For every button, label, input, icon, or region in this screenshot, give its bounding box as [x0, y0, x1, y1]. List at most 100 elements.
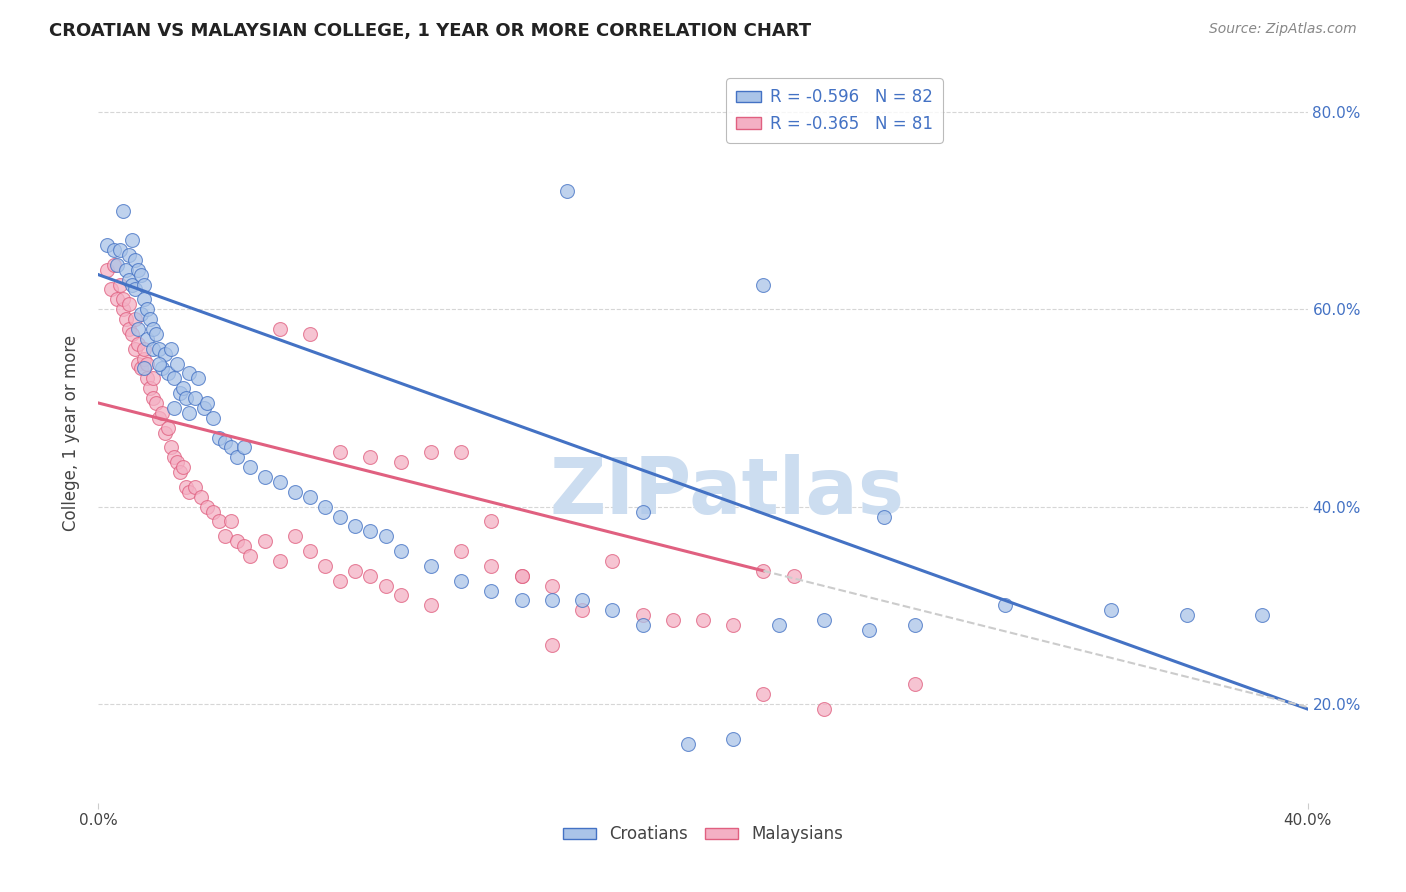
Point: [858, 623, 880, 637]
Point: [420, 445, 443, 459]
Point: [124, 252, 146, 267]
Point: [299, 544, 322, 558]
Point: [114, 312, 136, 326]
Point: [132, 361, 155, 376]
Point: [179, 406, 201, 420]
Point: [190, 490, 212, 504]
Point: [118, 272, 141, 286]
Point: [148, 410, 170, 425]
Point: [389, 455, 412, 469]
Point: [676, 737, 699, 751]
Point: [127, 322, 149, 336]
Point: [111, 293, 134, 307]
Point: [121, 277, 143, 292]
Point: [510, 568, 533, 582]
Point: [344, 564, 367, 578]
Point: [142, 322, 165, 336]
Point: [631, 608, 654, 623]
Point: [103, 258, 125, 272]
Point: [114, 262, 136, 277]
Point: [145, 326, 167, 341]
Point: [269, 554, 291, 568]
Point: [540, 638, 562, 652]
Point: [723, 618, 745, 632]
Point: [450, 445, 472, 459]
Point: [813, 613, 835, 627]
Point: [420, 599, 443, 613]
Point: [166, 357, 188, 371]
Point: [602, 603, 624, 617]
Point: [481, 515, 503, 529]
Point: [299, 326, 322, 341]
Point: [160, 441, 183, 455]
Point: [202, 410, 225, 425]
Point: [139, 312, 162, 326]
Point: [768, 618, 790, 632]
Point: [142, 342, 165, 356]
Point: [226, 534, 249, 549]
Point: [226, 450, 249, 465]
Point: [169, 386, 191, 401]
Point: [129, 268, 152, 282]
Point: [360, 450, 382, 465]
Point: [813, 702, 835, 716]
Point: [96, 262, 118, 277]
Point: [214, 435, 236, 450]
Point: [156, 420, 179, 434]
Point: [124, 312, 146, 326]
Point: [103, 243, 125, 257]
Point: [208, 515, 231, 529]
Point: [139, 381, 162, 395]
Point: [118, 322, 141, 336]
Point: [692, 613, 714, 627]
Point: [163, 401, 186, 415]
Point: [118, 248, 141, 262]
Point: [105, 258, 128, 272]
Point: [153, 425, 176, 440]
Point: [111, 302, 134, 317]
Point: [783, 568, 806, 582]
Point: [208, 431, 231, 445]
Point: [752, 277, 775, 292]
Point: [540, 593, 562, 607]
Point: [166, 455, 188, 469]
Point: [481, 558, 503, 573]
Point: [314, 558, 336, 573]
Point: [132, 293, 155, 307]
Point: [156, 367, 179, 381]
Point: [420, 558, 443, 573]
Point: [269, 475, 291, 489]
Point: [129, 361, 152, 376]
Point: [329, 445, 352, 459]
Point: [329, 509, 352, 524]
Point: [232, 539, 254, 553]
Point: [174, 391, 197, 405]
Point: [555, 184, 578, 198]
Point: [1175, 608, 1198, 623]
Point: [145, 396, 167, 410]
Point: [631, 505, 654, 519]
Legend: Croatians, Malaysians: Croatians, Malaysians: [555, 819, 851, 850]
Point: [148, 342, 170, 356]
Point: [214, 529, 236, 543]
Text: ZIPatlas: ZIPatlas: [550, 454, 904, 530]
Point: [111, 203, 134, 218]
Point: [148, 357, 170, 371]
Point: [344, 519, 367, 533]
Point: [132, 351, 155, 366]
Point: [142, 371, 165, 385]
Point: [540, 579, 562, 593]
Point: [127, 262, 149, 277]
Point: [374, 579, 396, 593]
Point: [374, 529, 396, 543]
Point: [135, 332, 157, 346]
Point: [994, 599, 1017, 613]
Point: [269, 322, 291, 336]
Point: [121, 326, 143, 341]
Point: [1099, 603, 1122, 617]
Point: [510, 593, 533, 607]
Point: [1251, 608, 1274, 623]
Point: [481, 583, 503, 598]
Point: [132, 277, 155, 292]
Point: [153, 346, 176, 360]
